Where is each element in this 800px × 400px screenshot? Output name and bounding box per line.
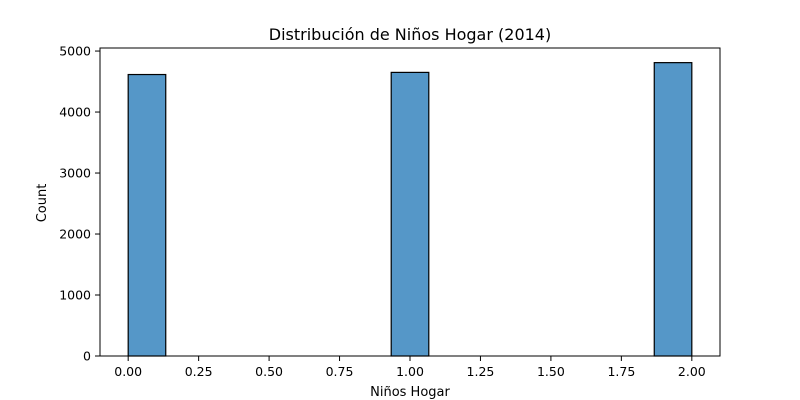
x-axis-label: Niños Hogar <box>370 385 450 400</box>
x-tick-label-3: 0.75 <box>326 364 354 379</box>
y-tick-label-4: 4000 <box>59 105 91 120</box>
histogram-bar-1 <box>391 72 429 356</box>
x-tick-label-7: 1.75 <box>607 364 635 379</box>
y-tick-label-1: 1000 <box>59 288 91 303</box>
x-tick-label-0: 0.00 <box>114 364 142 379</box>
x-tick-label-2: 0.50 <box>255 364 283 379</box>
y-tick-label-2: 2000 <box>59 227 91 242</box>
x-tick-label-4: 1.00 <box>396 364 424 379</box>
bars-group <box>128 63 692 356</box>
y-tick-label-3: 3000 <box>59 166 91 181</box>
x-tick-label-8: 2.00 <box>678 364 706 379</box>
x-tick-label-6: 1.50 <box>537 364 565 379</box>
y-tick-label-5: 5000 <box>59 44 91 59</box>
y-tick-label-0: 0 <box>83 349 91 364</box>
histogram-bar-2 <box>654 63 692 356</box>
x-ticks-group: 0.00 0.25 0.50 0.75 1.00 1.25 1.50 1.75 2.00 <box>114 356 706 379</box>
y-axis-label: Count <box>35 184 50 223</box>
chart-title: Distribución de Niños Hogar (2014) <box>269 25 551 44</box>
x-tick-label-5: 1.25 <box>467 364 495 379</box>
x-tick-label-1: 0.25 <box>185 364 213 379</box>
histogram-bar-0 <box>128 75 166 356</box>
y-ticks-group: 0 1000 2000 3000 4000 5000 <box>59 44 100 364</box>
